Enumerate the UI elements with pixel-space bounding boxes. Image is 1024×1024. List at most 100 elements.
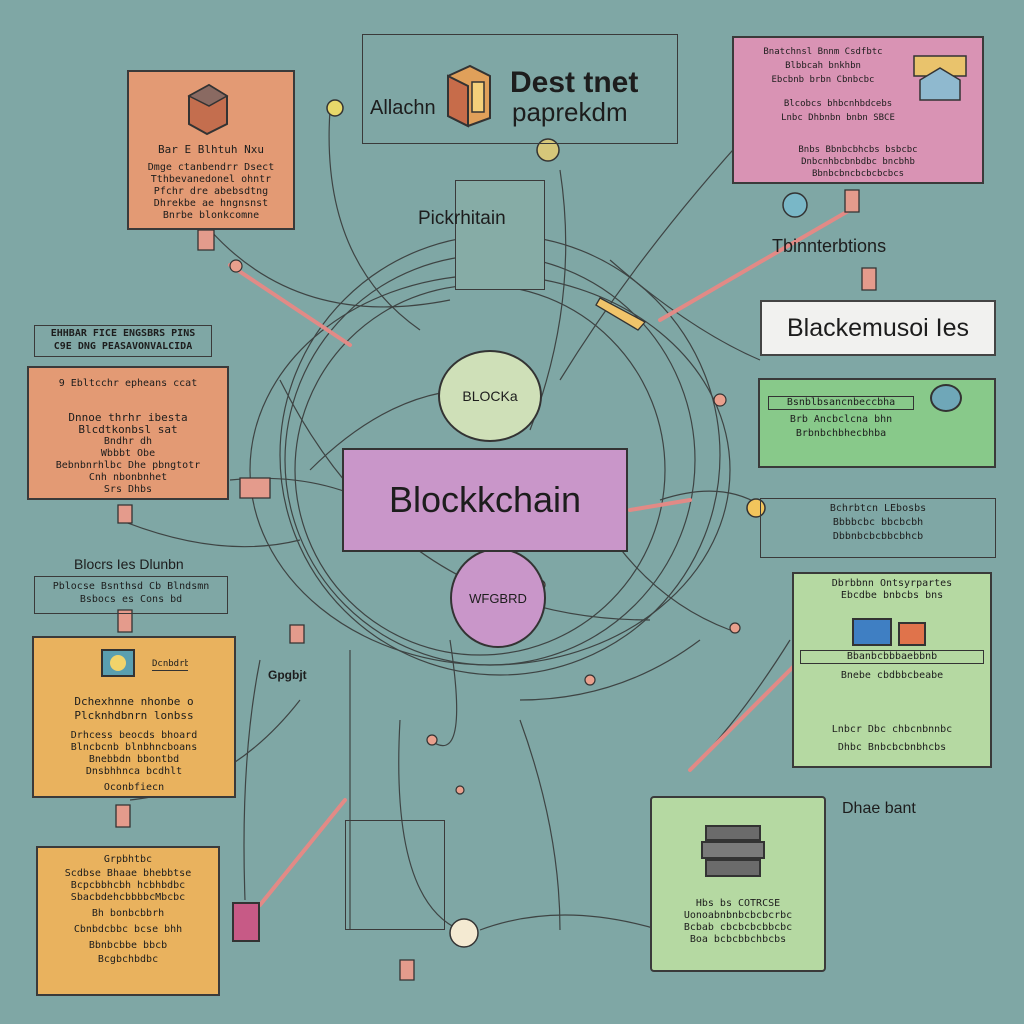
card-line: Bchrbtcn LEbosbs xyxy=(829,503,927,514)
card-heading: Dcnbdrbhe xyxy=(152,658,188,671)
card-line: C9E DNG PEASAVONVALCIDA xyxy=(53,341,193,352)
title-frame xyxy=(362,34,678,144)
left-code-label: Gpgbjt xyxy=(268,668,307,682)
card-line: Brbnbchbhecbhba xyxy=(795,428,887,439)
blackemusoi-label: Blackemusoi Ies xyxy=(786,313,970,342)
card-line: Bcbab cbcbcbcbbcbc xyxy=(683,922,793,933)
card-left-header: EHHBAR FICE ENGSBRS PINS C9E DNG PEASAVO… xyxy=(34,325,212,357)
monitor-icon xyxy=(101,649,135,677)
card-left-yellow-bottom: Grpbhtbc Scdbse Bhaae bhebbtse Bcpcbbhcb… xyxy=(36,846,220,996)
coin-icon xyxy=(449,918,479,948)
card-heading: 9 Ebltcchr epheans ccat xyxy=(58,378,198,389)
node-bottom: WFGBRD xyxy=(450,548,546,648)
card-line: Brb Ancbclcna bhn xyxy=(789,414,893,425)
hand-icon xyxy=(239,477,271,499)
card-line: Boa bcbcbbchbcbs xyxy=(689,934,787,945)
card-line: Tthbevanedonel ohntr xyxy=(150,174,272,185)
card-line: SbacbdehcbbbbcMbcbc xyxy=(70,892,186,903)
bottom-frame xyxy=(345,820,445,930)
left-mid-caption: Blocrs Ies Dlunbn xyxy=(74,556,184,572)
card-line: Bbnbcbbe bbcb xyxy=(88,940,168,951)
card-line: Bh bonbcbbrh xyxy=(91,908,165,919)
cube-icon xyxy=(187,83,229,136)
card-line: Bnbs Bbnbcbhcbs bsbcbc xyxy=(798,145,918,155)
phone-icon xyxy=(232,902,260,942)
brand-left-label: Allachn xyxy=(370,97,436,119)
card-line: Uonoabnbnbcbcbcrbc xyxy=(683,910,793,921)
card-top-left: Bar E Blhtuh Nxu Dmge ctanbendrr Dsect T… xyxy=(127,70,295,230)
card-line: Bsbocs es Cons bd xyxy=(79,594,183,605)
card-line: Hbs bs COTRCSE xyxy=(695,898,781,909)
chart-icon xyxy=(852,618,892,646)
card-line: Blncbcnb blnbhncboans xyxy=(70,742,198,753)
hand-icon xyxy=(399,959,415,981)
card-line: Bebnbnrhlbc Dhe pbngtotr xyxy=(55,460,201,471)
coin-icon xyxy=(326,99,344,117)
card-line: Cnh nbonbnhet xyxy=(88,472,168,483)
hand-icon xyxy=(115,804,131,828)
card-line: Dnnoe thrhr ibesta xyxy=(68,412,188,424)
card-line: Dnbcnhbcbnbdbc bncbhb xyxy=(801,157,915,167)
title-line-1: Dest tnet xyxy=(510,66,639,99)
coin-icon xyxy=(782,192,808,218)
card-line: Bnebbdn bbontbd xyxy=(88,754,180,765)
hand-icon xyxy=(289,624,305,644)
card-line: Dnsbhhnca bcdhlt xyxy=(85,766,183,777)
card-left-small: Pblocse Bsnthsd Cb Blndsmn Bsbocs es Con… xyxy=(34,576,228,614)
card-line: Blbbcah bnkhbn xyxy=(785,61,861,71)
center-box: Blockkchain xyxy=(342,448,628,552)
card-line: Dmge ctanbendrr Dsect xyxy=(147,162,275,173)
card-line: Bbanbcbbbaebbnb xyxy=(800,650,984,664)
hand-icon xyxy=(117,504,133,524)
card-line: Bbnbcbncbcbcbcbcs xyxy=(811,169,905,179)
card-right-green: Bsnblbsancnbeccbha Brb Ancbclcna bhn Brb… xyxy=(758,378,996,468)
card-line: Cbnbdcbbc bcse bhh xyxy=(73,924,183,935)
card-line: Bnatchnsl Bnnm Csdfbtc xyxy=(763,47,883,57)
card-line: Bndhr dh xyxy=(103,436,153,447)
card-top-right: Bnatchnsl Bnnm Csdfbtc Blbbcah bnkhbn Eb… xyxy=(732,36,984,184)
node-top: BLOCKa xyxy=(438,350,542,442)
card-line: Drhcess beocds bhoard xyxy=(70,730,198,741)
card-line: Bnrbe blonkcomne xyxy=(162,210,260,221)
card-line: Srs Dhbs xyxy=(103,484,153,495)
card-line: Oconbfiecn xyxy=(103,782,165,793)
bottom-right-label: Dhae bant xyxy=(842,800,916,817)
card-heading: Bar E Blhtuh Nxu xyxy=(158,144,264,156)
card-line: Pfchr dre abebsdtng xyxy=(153,186,269,197)
card-line: EHHBAR FICE ENGSBRS PINS xyxy=(50,328,196,339)
card-line: Lnbc Dhbnbn bnbn SBCE xyxy=(781,113,895,123)
house-icon xyxy=(913,55,967,101)
card-line: Dbbnbcbcbbcbhcb xyxy=(832,531,924,542)
cube-icon xyxy=(447,64,491,128)
card-line: Bcpcbbhcbh hcbhbdbc xyxy=(70,880,186,891)
pickrhitain-label: Pickrhitain xyxy=(418,208,506,229)
card-line: Dchexhnne nhonbe o xyxy=(74,696,194,708)
card-line: Dbrbbnn Ontsyrpartes xyxy=(831,578,953,589)
card-line: Bnebe cbdbbcbeabe xyxy=(840,670,944,681)
card-line: Pblocse Bsnthsd Cb Blndsmn xyxy=(52,581,210,592)
card-line: Lnbcr Dbc chbcnbnnbc xyxy=(831,724,953,735)
coin-icon xyxy=(930,384,962,412)
card-line: Dhrekbe ae hngnsnst xyxy=(153,198,269,209)
card-line: Plcknhdbnrn lonbss xyxy=(74,710,194,722)
card-line: Bsnblbsancnbeccbha xyxy=(768,396,914,410)
coin-icon xyxy=(536,138,560,162)
card-line: Ebcbnb brbn Cbnbcbc xyxy=(771,75,875,85)
inner-frame xyxy=(455,180,545,290)
card-line: Scdbse Bhaae bhebbtse xyxy=(64,868,192,879)
card-line: Blcdtkonbsl sat xyxy=(78,424,178,436)
card-heading: Grpbhtbc xyxy=(103,854,153,865)
card-line: Bcgbchbdbc xyxy=(97,954,159,965)
card-right-big-green: Dbrbbnn Ontsyrpartes Ebcdbe bnbcbs bns B… xyxy=(792,572,992,768)
card-line: Ebcdbe bnbcbs bns xyxy=(840,590,944,601)
card-left-orange: 9 Ebltcchr epheans ccat Dnnoe thrhr ibes… xyxy=(27,366,229,500)
chart-icon xyxy=(898,622,926,646)
hand-icon xyxy=(117,609,133,633)
tbinnterbtions-label: Tbinnterbtions xyxy=(772,236,887,256)
card-right-strip: Bchrbtcn LEbosbs Bbbbcbc bbcbcbh Dbbnbcb… xyxy=(760,498,996,558)
card-bottom-green: Hbs bs COTRCSE Uonoabnbnbcbcbcrbc Bcbab … xyxy=(650,796,826,972)
pencil-icon xyxy=(595,297,647,331)
center-title: Blockkchain xyxy=(388,479,582,520)
card-line: Blcobcs bhbcnhbdcebs xyxy=(783,99,893,109)
